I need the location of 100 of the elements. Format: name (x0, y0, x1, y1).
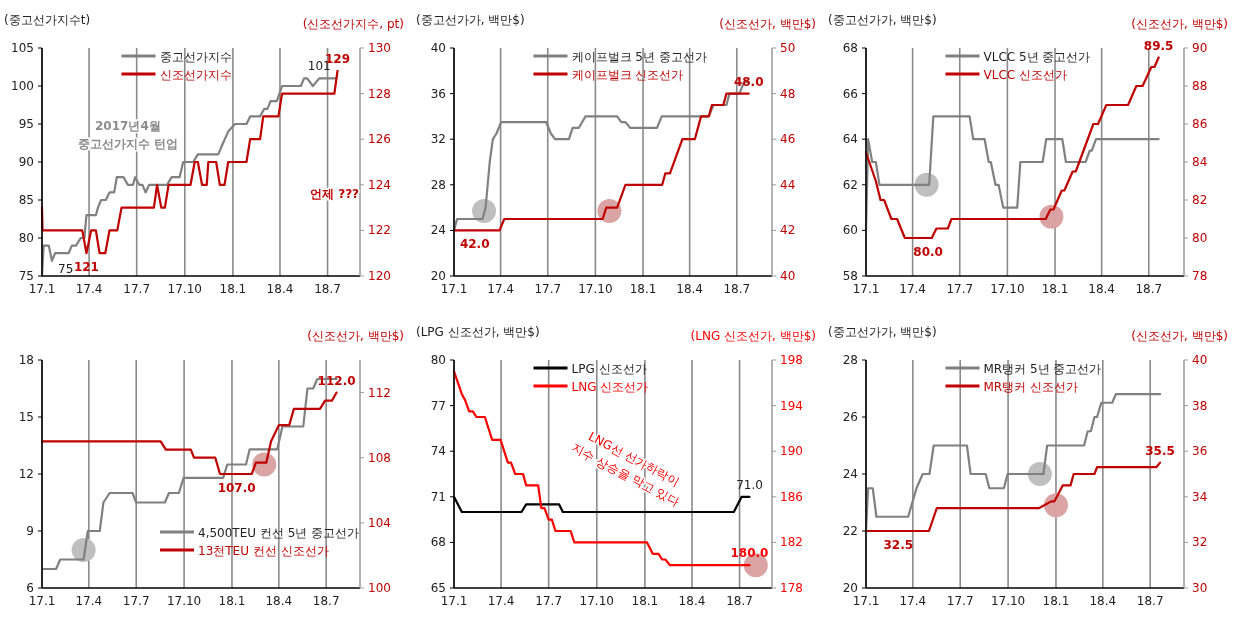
y-tick-label: 75 (18, 269, 34, 283)
x-tick-label: 18.4 (1089, 594, 1117, 608)
y2-tick-label: 100 (368, 581, 391, 595)
data-label: 48.0 (733, 74, 764, 89)
y-tick-label: 26 (842, 410, 858, 424)
data-label: 89.5 (1143, 38, 1174, 53)
y2-tick-label: 194 (780, 398, 803, 413)
annotation: 언제 ??? (310, 187, 360, 202)
data-label: 75 (58, 262, 74, 276)
y2-tick-label: 122 (368, 223, 391, 238)
y-tick-label: 9 (26, 524, 34, 538)
x-tick-label: 18.7 (726, 594, 753, 608)
data-label: 80.0 (913, 245, 943, 259)
x-tick-label: 17.7 (946, 594, 974, 608)
y2-tick-label: 90 (1192, 41, 1208, 55)
y2-tick-label: 46 (780, 132, 796, 147)
y-tick-label: 6 (26, 581, 34, 595)
y-tick-label: 62 (842, 177, 858, 192)
y-tick-label: 105 (11, 41, 34, 55)
legend-label: MR탱커 5년 중고선가 (983, 361, 1102, 376)
x-tick-label: 17.4 (487, 594, 515, 608)
legend-label: VLCC 5년 중고선가 (983, 49, 1091, 64)
y-tick-label: 32 (430, 132, 446, 147)
data-label: 32.5 (883, 538, 914, 552)
legend-label: VLCC 신조선가 (983, 67, 1067, 82)
legend-label: 13천TEU 컨선 신조선가 (198, 543, 329, 558)
y-tick-label: 95 (18, 117, 34, 131)
y-tick-label: 24 (842, 467, 858, 481)
y-tick-label: 74 (430, 444, 446, 459)
y-tick-label: 77 (430, 398, 446, 413)
x-tick-label: 17.10 (990, 282, 1025, 296)
y2-tick-label: 80 (1192, 231, 1208, 245)
y-tick-label: 28 (842, 353, 858, 367)
data-label: 71.0 (736, 477, 763, 492)
x-tick-label: 17.10 (578, 282, 613, 296)
y2-tick-label: 186 (780, 489, 803, 504)
x-tick-label: 18.7 (723, 282, 751, 296)
x-tick-label: 17.4 (487, 282, 514, 296)
x-tick-label: 17.10 (167, 282, 202, 296)
y-tick-label: 68 (842, 41, 858, 55)
y2-axis-title: (신조선가지수, pt) (302, 17, 404, 31)
y2-tick-label: 30 (1192, 581, 1208, 595)
x-tick-label: 18.1 (218, 594, 246, 608)
y2-tick-label: 42 (780, 223, 796, 238)
y2-tick-label: 190 (780, 444, 803, 459)
x-tick-label: 17.4 (899, 594, 927, 608)
y-tick-label: 20 (430, 269, 446, 283)
x-tick-label: 17.4 (75, 282, 103, 296)
y2-tick-label: 126 (368, 132, 391, 147)
x-tick-label: 17.1 (28, 282, 56, 296)
legend-label: MR탱커 신조선가 (983, 379, 1079, 394)
data-label: 112.0 (317, 373, 356, 388)
x-tick-label: 18.7 (312, 594, 340, 608)
x-tick-label: 18.4 (1088, 282, 1116, 296)
x-tick-label: 18.7 (1136, 594, 1164, 608)
x-tick-label: 17.4 (75, 594, 103, 608)
y2-axis-title: (신조선가, 백만$) (1131, 329, 1228, 343)
y-tick-label: 90 (18, 155, 34, 169)
y-axis-title: (중고선가가, 백만$) (828, 325, 937, 339)
data-label: 121 (73, 260, 99, 275)
line-series (40, 69, 339, 255)
legend-label: 중고선가지수 (159, 49, 232, 64)
data-label: 42.0 (459, 237, 490, 252)
y2-tick-label: 34 (1192, 489, 1208, 504)
y2-tick-label: 178 (780, 581, 803, 595)
data-label: 107.0 (217, 481, 256, 495)
y-tick-label: 40 (430, 41, 446, 55)
data-label: 35.5 (1145, 443, 1175, 458)
x-tick-label: 18.4 (676, 282, 704, 296)
y-tick-label: 68 (430, 535, 446, 550)
y2-axis-title: (신조선가, 백만$) (1131, 17, 1228, 31)
x-tick-label: 17.10 (166, 594, 202, 608)
y-tick-label: 85 (18, 193, 34, 207)
x-tick-label: 17.10 (579, 594, 614, 608)
y2-tick-label: 86 (1192, 117, 1208, 131)
data-label: 180.0 (730, 546, 769, 561)
y2-tick-label: 40 (780, 269, 796, 283)
x-tick-label: 18.4 (266, 282, 294, 296)
legend-label: LNG 신조선가 (571, 379, 649, 394)
x-tick-label: 18.1 (219, 282, 247, 296)
legend-label: 케이프벌크 5년 중고선가 (571, 49, 707, 64)
y2-tick-label: 36 (1192, 444, 1208, 459)
x-tick-label: 17.1 (440, 282, 468, 296)
y-tick-label: 12 (18, 467, 34, 481)
y2-tick-label: 198 (780, 353, 803, 367)
y2-tick-label: 40 (1192, 353, 1208, 367)
x-tick-label: 17.1 (852, 282, 880, 296)
y2-tick-label: 38 (1192, 398, 1208, 413)
y2-axis-title: (신조선가, 백만$) (307, 329, 404, 343)
y-tick-label: 80 (18, 231, 34, 245)
y-tick-label: 15 (18, 410, 34, 424)
x-tick-label: 17.7 (946, 282, 974, 296)
legend-label: 신조선가지수 (159, 67, 232, 82)
y-tick-label: 36 (430, 86, 446, 101)
x-tick-label: 17.1 (852, 594, 880, 608)
legend-label: 4,500TEU 컨선 5년 중고선가 (198, 525, 360, 540)
y2-axis-title: (신조선가, 백만$) (719, 17, 816, 31)
x-tick-label: 18.1 (1041, 282, 1069, 296)
y2-tick-label: 50 (780, 41, 796, 55)
y-tick-label: 64 (842, 132, 858, 147)
